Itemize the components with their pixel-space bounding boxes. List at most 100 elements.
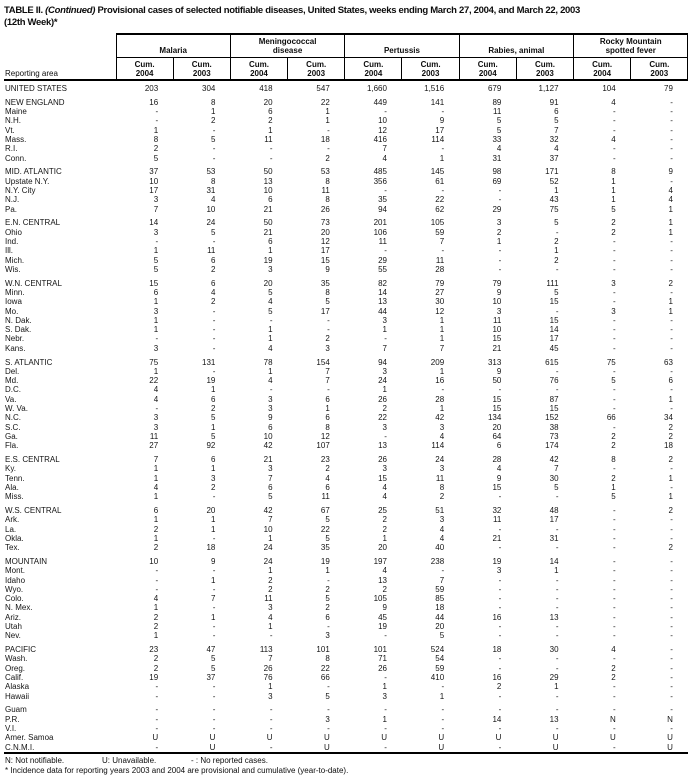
value-cell: 24 xyxy=(378,376,387,386)
value-cell: - xyxy=(613,394,616,404)
value-cell: - xyxy=(269,742,273,752)
value-cell: 4 xyxy=(268,376,273,386)
value-cell: - xyxy=(327,682,330,692)
value-cell: - xyxy=(613,584,616,594)
value-cell: 1 xyxy=(210,612,216,622)
value-cell: 30 xyxy=(435,297,445,307)
value-cell: 101 xyxy=(316,645,330,655)
reporting-area-cell: R.I. xyxy=(5,144,18,154)
value-cell: 2 xyxy=(153,543,159,553)
value-cell: - xyxy=(384,631,387,641)
value-cell: 3 xyxy=(382,422,387,432)
value-cell: 9 xyxy=(496,287,502,297)
reporting-area-cell: Del. xyxy=(5,366,20,376)
reporting-area-cell: Pa. xyxy=(5,204,18,214)
value-cell: - xyxy=(670,116,673,126)
value-cell: - xyxy=(269,631,273,641)
value-cell: - xyxy=(670,134,673,144)
value-cell: 1 xyxy=(439,325,445,335)
value-cell: 59 xyxy=(435,227,445,237)
value-cell: 10 xyxy=(492,297,502,307)
value-cell: 1 xyxy=(554,246,559,256)
table-row: Pa. 7 10 21 26 94 62 29 75 5 1 xyxy=(4,205,688,214)
value-cell: 4 xyxy=(668,185,673,195)
value-cell: - xyxy=(613,464,616,474)
value-cell: - xyxy=(555,227,559,237)
table-row: Calif. 19 37 76 66 - 410 16 29 2 - xyxy=(4,673,688,682)
value-cell: 24 xyxy=(206,218,216,228)
value-cell: 21 xyxy=(492,533,502,543)
value-cell: 73 xyxy=(549,431,559,441)
value-cell: - xyxy=(555,654,559,664)
value-cell: 2 xyxy=(668,431,673,441)
value-cell: - xyxy=(555,603,559,613)
value-cell: 22 xyxy=(435,195,445,205)
value-cell: 1,660 xyxy=(366,84,387,93)
value-cell: 21 xyxy=(263,204,273,214)
value-cell: 2 xyxy=(496,227,502,237)
value-cell: - xyxy=(613,255,616,265)
value-cell: 3 xyxy=(210,473,216,483)
legend-no-reported-cases: - : No reported cases. xyxy=(191,755,268,765)
value-cell: 1 xyxy=(268,334,273,344)
reporting-area-cell: Mont. xyxy=(5,566,26,576)
value-cell: 1 xyxy=(153,515,159,525)
value-cell: - xyxy=(155,107,159,117)
value-cell: 1 xyxy=(210,107,216,117)
reporting-area-cell: Tex. xyxy=(5,543,20,553)
value-cell: - xyxy=(384,724,387,733)
value-cell: - xyxy=(384,246,387,256)
value-cell: N xyxy=(667,714,673,724)
value-cell: 7 xyxy=(153,454,159,464)
value-cell: 6 xyxy=(268,482,273,492)
value-cell: 152 xyxy=(545,413,559,423)
value-cell: 82 xyxy=(378,278,387,288)
value-cell: 37 xyxy=(149,167,159,177)
value-cell: 32 xyxy=(549,134,559,144)
value-cell: 3 xyxy=(268,464,273,474)
value-cell: 4 xyxy=(268,612,273,622)
subheader-cum-2004-meningococcal-disease: Cum. 2004 xyxy=(229,57,288,81)
value-cell: 12 xyxy=(378,125,387,135)
value-cell: 4 xyxy=(439,524,445,534)
table-row: S. ATLANTIC 75 131 78 154 94 209 313 615 75 63 xyxy=(4,353,688,367)
value-cell: - xyxy=(212,705,216,715)
value-cell: 2 xyxy=(382,524,387,534)
value-cell: - xyxy=(670,287,673,297)
value-cell: 11 xyxy=(378,236,387,246)
value-cell: - xyxy=(155,236,159,246)
value-cell: - xyxy=(613,631,616,641)
value-cell: 3 xyxy=(496,218,502,228)
value-cell: 35 xyxy=(320,278,330,288)
value-cell: 356 xyxy=(373,176,387,186)
value-cell: 14 xyxy=(549,325,559,335)
value-cell: - xyxy=(498,622,502,632)
value-cell: 28 xyxy=(492,454,502,464)
value-cell: 1 xyxy=(268,125,273,135)
reporting-area-cell: Minn. xyxy=(5,287,25,297)
value-cell: 28 xyxy=(435,264,445,274)
table-row: Maine - 1 6 1 - - 11 6 - - xyxy=(4,107,688,116)
value-cell: - xyxy=(613,343,616,353)
value-cell: 7 xyxy=(210,594,216,604)
value-cell: 547 xyxy=(316,84,330,93)
value-cell: 19 xyxy=(320,556,330,566)
value-cell: 23 xyxy=(149,645,159,655)
value-cell: 1 xyxy=(268,325,273,335)
value-cell: 1 xyxy=(153,464,159,474)
value-cell: - xyxy=(212,682,216,692)
value-cell: 5 xyxy=(153,255,159,265)
value-cell: - xyxy=(555,524,559,534)
value-cell: 1 xyxy=(668,218,673,228)
value-cell: 9 xyxy=(496,366,502,376)
value-cell: 61 xyxy=(435,176,445,186)
value-cell: U xyxy=(495,733,502,743)
value-cell: - xyxy=(384,431,387,441)
value-cell: 26 xyxy=(378,663,387,673)
table-row: Guam - - - - - - - - - - xyxy=(4,701,688,715)
value-cell: 8 xyxy=(439,482,445,492)
value-cell: 1 xyxy=(153,533,159,543)
value-cell: 6 xyxy=(668,376,673,386)
value-cell: 3 xyxy=(153,306,159,316)
table-row: Iowa 1 2 4 5 13 30 10 15 - 1 xyxy=(4,297,688,306)
